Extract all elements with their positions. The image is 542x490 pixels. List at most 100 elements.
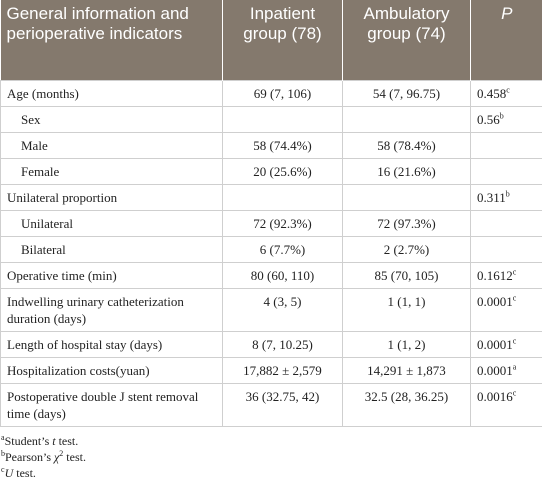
table-row: Unilateral 72 (92.3%) 72 (97.3%): [0, 209, 542, 237]
table-row: Hospitalization costs(yuan) 17,882 ± 2,57…: [0, 356, 542, 384]
p-cell: [470, 235, 542, 263]
p-value: 0.458: [477, 85, 507, 101]
p-note: c: [506, 85, 510, 95]
table-body: Age (months) 69 (7, 106) 54 (7, 96.75) 0.45…: [0, 79, 542, 427]
header-cell: P: [470, 0, 542, 80]
table-row: Postoperative double J stent removal tim…: [0, 382, 542, 427]
p-cell: [470, 157, 542, 185]
cell: [342, 105, 471, 133]
row-label: Postoperative double J stent removal tim…: [0, 382, 223, 427]
p-cell: 0.56b: [470, 105, 542, 133]
p-cell: 0.311b: [470, 183, 542, 211]
p-note: c: [512, 336, 517, 346]
footnotes: aStudent’s t test. bPearson’s χ2 test. c…: [0, 427, 542, 481]
cell: 54 (7, 96.75): [342, 79, 471, 107]
header-cell: General information and perioperative in…: [0, 0, 223, 80]
p-note: c: [512, 267, 517, 277]
p-note: c: [512, 293, 517, 303]
cell: 72 (92.3%): [222, 209, 343, 237]
cell: [222, 183, 343, 211]
p-cell: 0.458c: [470, 79, 542, 107]
row-label: Female: [0, 157, 223, 185]
row-label: Age (months): [0, 79, 223, 107]
header-cell: Inpatient group (78): [222, 0, 343, 80]
cell: 8 (7, 10.25): [222, 330, 343, 358]
footnote-text: Pearson’s: [5, 449, 54, 464]
footnote-text: test.: [63, 449, 86, 464]
header-row: General information and perioperative in…: [0, 0, 542, 80]
cell: 17,882 ± 2,579: [222, 356, 343, 384]
p-cell: 0.0001c: [470, 287, 542, 332]
table-row: Female 20 (25.6%) 16 (21.6%): [0, 157, 542, 185]
cell: 58 (78.4%): [342, 131, 471, 159]
p-cell: 0.0001a: [470, 356, 542, 384]
row-label: Unilateral: [0, 209, 223, 237]
cell: 85 (70, 105): [342, 261, 471, 289]
cell: 72 (97.3%): [342, 209, 471, 237]
p-cell: 0.0016c: [470, 382, 542, 427]
p-cell: 0.1612c: [470, 261, 542, 289]
footnote-text: t: [52, 433, 56, 448]
table-row: Age (months) 69 (7, 106) 54 (7, 96.75) 0.45…: [0, 79, 542, 107]
table-row: Male 58 (74.4%) 58 (78.4%): [0, 131, 542, 159]
p-cell: [470, 209, 542, 237]
table-row: Sex 0.56b: [0, 105, 542, 133]
p-value: 0.0001: [477, 293, 513, 309]
footnote-text: 2: [59, 448, 64, 458]
footnote: aStudent’s t test.: [1, 433, 542, 449]
p-value: 0.0001: [477, 362, 513, 378]
cell: 20 (25.6%): [222, 157, 343, 185]
cell: 2 (2.7%): [342, 235, 471, 263]
p-value: 0.1612: [477, 267, 513, 283]
footnote: bPearson’s χ2 test.: [1, 449, 542, 465]
footnote-mark: a: [1, 432, 5, 442]
cell: 69 (7, 106): [222, 79, 343, 107]
cell: 14,291 ± 1,873: [342, 356, 471, 384]
cell: 32.5 (28, 36.25): [342, 382, 471, 427]
footnote-text: test.: [13, 465, 36, 480]
cell: [342, 183, 471, 211]
row-label: Operative time (min): [0, 261, 223, 289]
p-value: 0.311: [477, 189, 506, 205]
data-table: General information and perioperative in…: [0, 0, 542, 427]
header-cell: Ambulatory group (74): [342, 0, 471, 80]
row-label: Male: [0, 131, 223, 159]
p-note: a: [512, 362, 517, 372]
p-value: 0.0001: [477, 336, 513, 352]
p-note: b: [505, 189, 510, 199]
table-row: Bilateral 6 (7.7%) 2 (2.7%): [0, 235, 542, 263]
footnote-text: Student’s: [4, 433, 53, 448]
cell: 36 (32.75, 42): [222, 382, 343, 427]
p-note: b: [499, 111, 504, 121]
table-row: Indwelling urinary catheterization durat…: [0, 287, 542, 332]
footnote: cU test.: [1, 465, 542, 481]
cell: 16 (21.6%): [342, 157, 471, 185]
cell: 6 (7.7%): [222, 235, 343, 263]
cell: 1 (1, 1): [342, 287, 471, 332]
cell: 58 (74.4%): [222, 131, 343, 159]
cell: 80 (60, 110): [222, 261, 343, 289]
p-value: 0.56: [477, 111, 500, 127]
table-row: Operative time (min) 80 (60, 110) 85 (70, …: [0, 261, 542, 289]
footnote-mark: b: [1, 448, 5, 458]
row-label: Sex: [0, 105, 223, 133]
cell: 1 (1, 2): [342, 330, 471, 358]
footnote-text: test.: [55, 433, 79, 448]
cell: [222, 105, 343, 133]
p-note: c: [512, 388, 517, 398]
row-label: Unilateral proportion: [0, 183, 223, 211]
table-row: Unilateral proportion 0.311b: [0, 183, 542, 211]
footnote-text: χ: [54, 449, 60, 464]
row-label: Hospitalization costs(yuan): [0, 356, 223, 384]
p-cell: [470, 131, 542, 159]
p-cell: 0.0001c: [470, 330, 542, 358]
row-label: Bilateral: [0, 235, 223, 263]
row-label: Length of hospital stay (days): [0, 330, 223, 358]
footnote-text: U: [4, 465, 14, 480]
cell: 4 (3, 5): [222, 287, 343, 332]
table-row: Length of hospital stay (days) 8 (7, 10.2…: [0, 330, 542, 358]
footnote-mark: c: [1, 464, 5, 474]
p-value: 0.0016: [477, 388, 513, 404]
row-label: Indwelling urinary catheterization durat…: [0, 287, 223, 332]
